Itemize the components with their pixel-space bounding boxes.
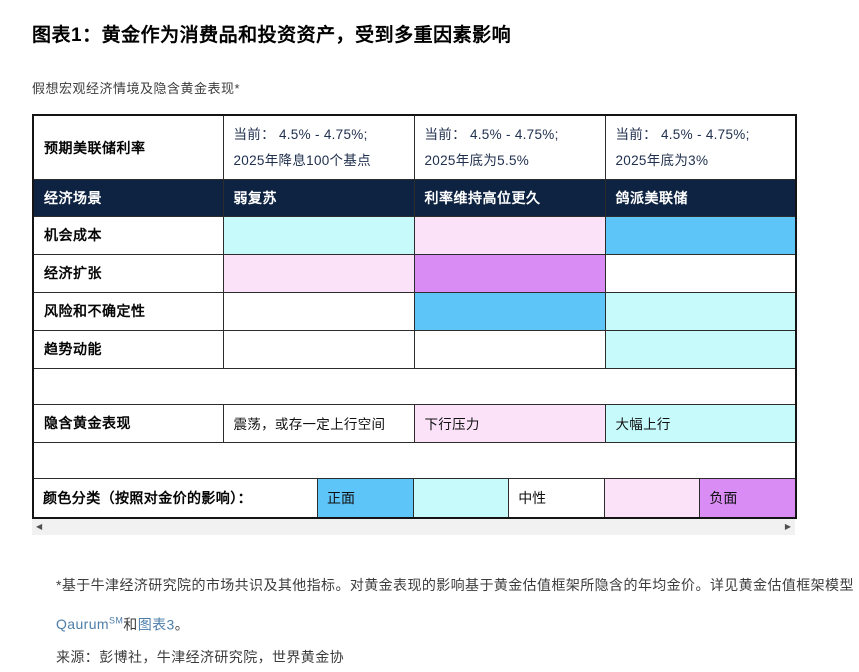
driver-label: 经济扩张: [32, 253, 224, 293]
driver-row-risk-uncertainty: 风险和不确定性: [32, 291, 797, 331]
driver-label: 趋势动能: [32, 329, 224, 369]
spacer-row: [32, 441, 797, 479]
fed-rate-row-label: 预期美联储利率: [32, 114, 224, 180]
legend-swatch-positive: 正面: [317, 478, 413, 517]
legend-swatch-negative: 负面: [699, 478, 795, 517]
rate-line-1: 当前： 4.5% - 4.75%;: [615, 127, 750, 143]
qaurum-sm-superscript: SM: [108, 615, 124, 626]
spacer-cell: [32, 367, 797, 405]
legend-label: 颜色分类（按照对金价的影响）：: [43, 489, 252, 506]
color-legend-row: 颜色分类（按照对金价的影响）： 正面 中性 负面: [32, 477, 797, 518]
matrix-cell: [413, 291, 606, 331]
spacer-row: [32, 367, 797, 405]
scenario-header-row: 经济场景 弱复苏 利率维持高位更久 鸽派美联储: [32, 178, 797, 217]
implied-gold-label: 隐含黄金表现: [32, 403, 224, 443]
matrix-cell: [604, 253, 797, 293]
rate-line-2: 2025年底为5.5%: [424, 153, 530, 169]
footnote-text: *基于牛津经济研究院的市场共识及其他指标。对黄金表现的影响基于黄金估值框架所隐含…: [56, 567, 859, 643]
scenario-header-label: 经济场景: [32, 178, 224, 217]
driver-row-economic-expansion: 经济扩张: [32, 253, 797, 293]
matrix-cell: [413, 253, 606, 293]
scroll-left-arrow-icon[interactable]: ◀: [36, 521, 43, 531]
horizontal-scrollbar[interactable]: ◀ ▶: [32, 518, 795, 535]
rate-line-1: 当前： 4.5% - 4.75%;: [233, 127, 368, 143]
implied-gold-row: 隐含黄金表现 震荡，或存一定上行空间 下行压力 大幅上行: [32, 403, 797, 443]
spacer-cell: [32, 441, 797, 479]
matrix-cell: [413, 215, 606, 255]
matrix-cell: [413, 329, 606, 369]
scenario-col-dovish-fed: 鸽派美联储: [604, 178, 797, 217]
matrix-cell: [604, 215, 797, 255]
implied-cell-2: 下行压力: [413, 403, 606, 443]
legend-swatch-negative-mild: [603, 478, 700, 517]
driver-row-opportunity-cost: 机会成本: [32, 215, 797, 255]
matrix-cell: [222, 291, 415, 331]
scroll-right-arrow-icon[interactable]: ▶: [784, 521, 791, 531]
scenario-col-weak-recovery: 弱复苏: [222, 178, 415, 217]
driver-row-momentum: 趋势动能: [32, 329, 797, 369]
scenario-col-higher-for-longer: 利率维持高位更久: [413, 178, 606, 217]
figure-title: 图表1：黄金作为消费品和投资资产，受到多重因素影响: [32, 25, 512, 46]
matrix-cell: [222, 329, 415, 369]
rate-line-2: 2025年底为3%: [615, 153, 709, 169]
fed-rate-cell-3: 当前： 4.5% - 4.75%; 2025年底为3%: [604, 114, 797, 180]
matrix-cell: [604, 291, 797, 331]
matrix-cell: [604, 329, 797, 369]
matrix-cell: [222, 253, 415, 293]
legend-cell: 颜色分类（按照对金价的影响）： 正面 中性 负面: [32, 477, 797, 518]
driver-label: 机会成本: [32, 215, 224, 255]
driver-label: 风险和不确定性: [32, 291, 224, 331]
footnote-part3: 。: [174, 616, 190, 633]
implied-cell-3: 大幅上行: [604, 403, 797, 443]
footnote-part2: 和: [123, 616, 138, 633]
chart3-link[interactable]: 图表3: [137, 616, 175, 633]
legend-swatch-neutral: 中性: [508, 478, 604, 517]
scenario-table: 预期美联储利率 当前： 4.5% - 4.75%; 2025年降息100个基点 …: [32, 114, 797, 519]
qaurum-link-text[interactable]: Qaurum: [56, 616, 109, 633]
source-line: 来源：彭博社，牛津经济研究院，世界黄金协: [56, 649, 344, 666]
table-scroll-area: 预期美联储利率 当前： 4.5% - 4.75%; 2025年降息100个基点 …: [32, 114, 799, 535]
implied-cell-1: 震荡，或存一定上行空间: [222, 403, 415, 443]
matrix-cell: [222, 215, 415, 255]
qaurum-link[interactable]: QaurumSM: [56, 615, 124, 633]
figure-subtitle: 假想宏观经济情境及隐含黄金表现*: [32, 81, 241, 96]
fed-rate-cell-1: 当前： 4.5% - 4.75%; 2025年降息100个基点: [222, 114, 415, 180]
fed-rate-row: 预期美联储利率 当前： 4.5% - 4.75%; 2025年降息100个基点 …: [32, 114, 797, 180]
rate-line-1: 当前： 4.5% - 4.75%;: [424, 127, 559, 143]
footnote-part1: *基于牛津经济研究院的市场共识及其他指标。对黄金表现的影响基于黄金估值框架所隐含…: [56, 576, 854, 593]
legend-swatch-positive-mild: [412, 478, 509, 517]
fed-rate-cell-2: 当前： 4.5% - 4.75%; 2025年底为5.5%: [413, 114, 606, 180]
rate-line-2: 2025年降息100个基点: [233, 153, 371, 169]
